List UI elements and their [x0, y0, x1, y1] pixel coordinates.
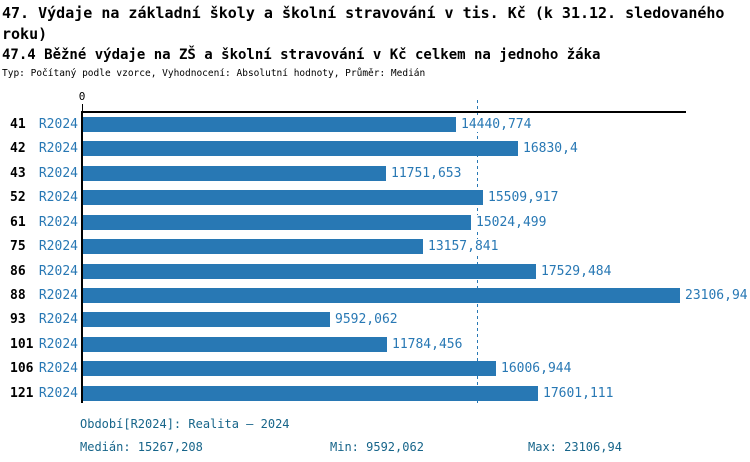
- bar: [82, 141, 518, 156]
- value-label: 17601,111: [538, 386, 614, 401]
- indicator-meta: Typ: Počítaný podle vzorce, Vyhodnocení:…: [2, 68, 426, 79]
- series-label: R2024: [38, 239, 78, 254]
- x-axis-zero-label: 0: [78, 90, 86, 103]
- value-label: 15509,917: [483, 190, 559, 205]
- category-label: 88: [10, 288, 26, 303]
- bar: [82, 190, 483, 205]
- category-label: 75: [10, 239, 26, 254]
- bar: [82, 288, 680, 303]
- bar: [82, 215, 471, 230]
- series-label: R2024: [38, 337, 78, 352]
- chart-row: 121 R2024 17601,111: [0, 386, 750, 401]
- bar: [82, 239, 423, 254]
- value-label: 11784,456: [387, 337, 463, 352]
- value-label: 16830,4: [518, 141, 578, 156]
- category-label: 41: [10, 117, 26, 132]
- indicator-subtitle: 47.4 Běžné výdaje na ZŠ a školní stravov…: [2, 47, 601, 63]
- chart-row: 106 R2024 16006,944: [0, 361, 750, 376]
- series-label: R2024: [38, 117, 78, 132]
- period-label: Období[R2024]: Realita – 2024: [80, 417, 290, 431]
- x-axis-zero-tick: [82, 104, 83, 111]
- value-label: 23106,94: [680, 288, 748, 303]
- bar: [82, 117, 456, 132]
- y-axis-line: [81, 111, 83, 403]
- chart-row: 61 R2024 15024,499: [0, 215, 750, 230]
- chart-row: 88 R2024 23106,94: [0, 288, 750, 303]
- category-label: 52: [10, 190, 26, 205]
- category-label: 121: [10, 386, 34, 401]
- chart-row: 52 R2024 15509,917: [0, 190, 750, 205]
- bar: [82, 337, 387, 352]
- category-label: 43: [10, 166, 26, 181]
- value-label: 15024,499: [471, 215, 547, 230]
- series-label: R2024: [38, 264, 78, 279]
- value-label: 13157,841: [423, 239, 499, 254]
- value-label: 17529,484: [536, 264, 612, 279]
- series-label: R2024: [38, 215, 78, 230]
- min-stat-label: Min: 9592,062: [330, 440, 424, 454]
- chart-row: 42 R2024 16830,4: [0, 141, 750, 156]
- value-label: 11751,653: [386, 166, 462, 181]
- chart-row: 43 R2024 11751,653: [0, 166, 750, 181]
- series-label: R2024: [38, 288, 78, 303]
- value-label: 16006,944: [496, 361, 572, 376]
- category-label: 42: [10, 141, 26, 156]
- x-axis-line: [81, 111, 686, 113]
- series-label: R2024: [38, 361, 78, 376]
- max-stat-label: Max: 23106,94: [528, 440, 622, 454]
- value-label: 9592,062: [330, 312, 398, 327]
- bar: [82, 312, 330, 327]
- chart-row: 75 R2024 13157,841: [0, 239, 750, 254]
- category-label: 93: [10, 312, 26, 327]
- series-label: R2024: [38, 312, 78, 327]
- bar: [82, 264, 536, 279]
- chart-row: 101 R2024 11784,456: [0, 337, 750, 352]
- chart-row: 86 R2024 17529,484: [0, 264, 750, 279]
- category-label: 106: [10, 361, 34, 376]
- median-stat-label: Medián: 15267,208: [80, 440, 203, 454]
- series-label: R2024: [38, 166, 78, 181]
- category-label: 101: [10, 337, 34, 352]
- chart-row: 41 R2024 14440,774: [0, 117, 750, 132]
- series-label: R2024: [38, 141, 78, 156]
- value-label: 14440,774: [456, 117, 532, 132]
- category-label: 86: [10, 264, 26, 279]
- report-title: 47. Výdaje na základní školy a školní st…: [2, 4, 725, 43]
- category-label: 61: [10, 215, 26, 230]
- bar: [82, 386, 538, 401]
- bar: [82, 166, 386, 181]
- series-label: R2024: [38, 190, 78, 205]
- bar: [82, 361, 496, 376]
- series-label: R2024: [38, 386, 78, 401]
- chart-row: 93 R2024 9592,062: [0, 312, 750, 327]
